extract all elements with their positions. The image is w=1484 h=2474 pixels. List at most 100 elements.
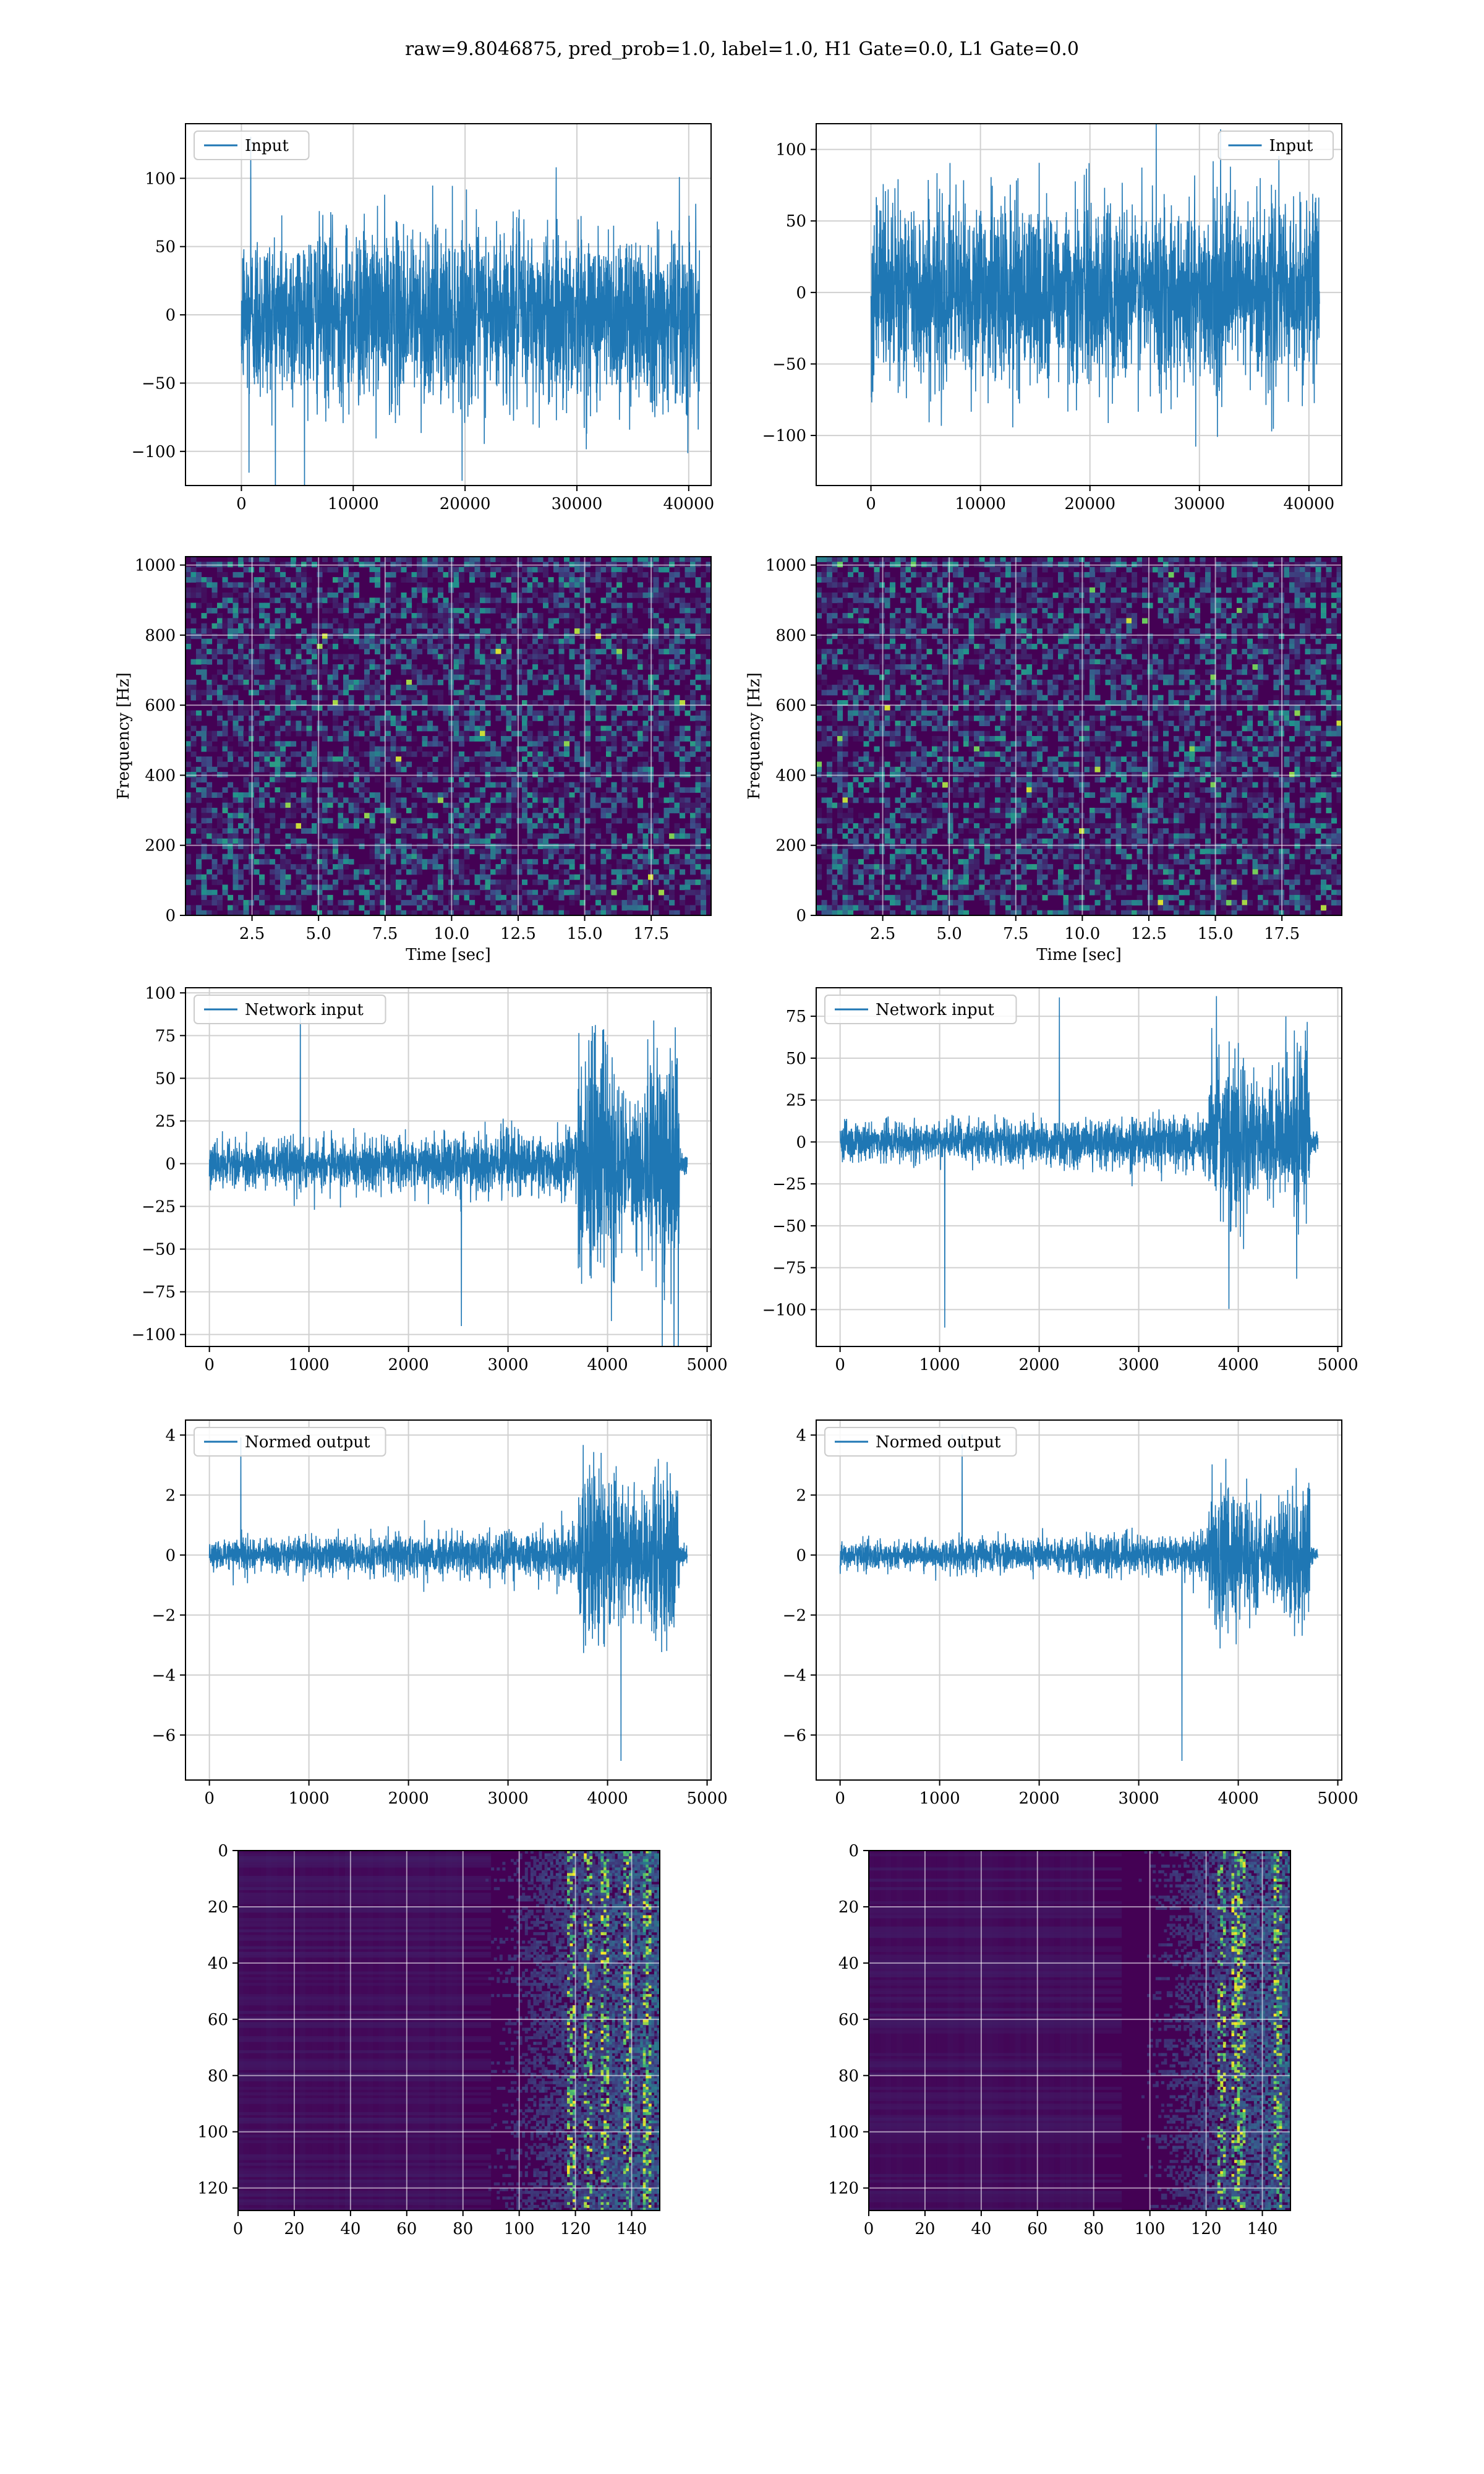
y-tick-label: −75 (772, 1259, 806, 1278)
y-tick-label: −25 (142, 1198, 176, 1217)
x-tick-label: 100 (1135, 2220, 1166, 2238)
x-tick-label: 20000 (440, 495, 491, 513)
y-tick-label: 4 (796, 1426, 806, 1445)
x-tick-label: 0 (866, 495, 876, 513)
y-tick-label: 50 (786, 1050, 806, 1068)
x-tick-label: 80 (453, 2220, 473, 2238)
x-tick-label: 2000 (1019, 1356, 1060, 1374)
x-tick-label: 0 (835, 1789, 845, 1808)
x-tick-label: 10000 (328, 495, 379, 513)
legend-label: Network input (245, 1001, 364, 1019)
legend-label: Normed output (876, 1433, 1001, 1452)
grid-lines (868, 1850, 1290, 2211)
y-tick-label: −25 (772, 1175, 806, 1194)
y-tick-label: 400 (775, 766, 806, 785)
series-line (241, 137, 700, 486)
y-tick-label: 20 (208, 1898, 228, 1917)
axes-frame (185, 123, 712, 486)
y-tick-label: −100 (132, 1326, 176, 1345)
y-tick-label: 800 (145, 627, 176, 645)
heatmap-cells (816, 557, 1342, 916)
x-tick-label: 5000 (1317, 1789, 1358, 1808)
y-tick-label: 100 (775, 141, 806, 160)
y-tick-label: −2 (152, 1606, 176, 1625)
y-tick-label: 1000 (765, 557, 806, 575)
y-tick-label: 2 (165, 1486, 176, 1505)
axes-frame (816, 1419, 1342, 1781)
x-tick-label: 0 (204, 1789, 215, 1808)
x-tick-label: 17.5 (633, 925, 669, 943)
y-tick-label: 0 (796, 907, 806, 925)
x-tick-label: 2000 (388, 1789, 429, 1808)
x-tick-label: 20000 (1064, 495, 1115, 513)
legend-box (824, 1427, 1017, 1457)
series-line (870, 124, 1320, 447)
legend: Input (1217, 131, 1334, 160)
x-tick-label: 20 (915, 2220, 935, 2238)
x-tick-label: 10.0 (433, 925, 469, 943)
y-tick-label: −4 (152, 1666, 176, 1685)
x-tick-label: 5.0 (306, 925, 331, 943)
y-tick-label: 0 (165, 1546, 176, 1565)
y-tick-label: 1000 (135, 557, 176, 575)
series-line (839, 996, 1319, 1328)
y-tick-label: 75 (786, 1008, 806, 1026)
x-tick-label: 4000 (587, 1356, 628, 1374)
y-tick-label: 600 (775, 696, 806, 715)
x-tick-label: 2.5 (870, 925, 895, 943)
y-tick-label: 0 (848, 1842, 859, 1860)
y-tick-label: 100 (828, 2123, 859, 2142)
legend: Normed output (194, 1427, 386, 1457)
legend-label: Input (245, 137, 289, 155)
y-tick-label: 25 (155, 1112, 176, 1131)
y-tick-label: −100 (762, 1301, 806, 1319)
y-tick-label: −50 (142, 374, 176, 393)
legend-box (1217, 131, 1334, 160)
panel-input-l1: 0 10000 20000 30000 40000 −100 −50 0 50 100 Input (762, 123, 1342, 513)
y-tick-label: 0 (796, 284, 806, 302)
y-tick-label: 50 (155, 1069, 176, 1088)
y-tick-label: 40 (838, 1954, 859, 1973)
y-tick-label: −100 (132, 443, 176, 461)
panel-feature-map-l1: 0 20 40 60 80 100 120 140 0 20 40 60 80 100 120 (828, 1842, 1291, 2238)
x-tick-label: 1000 (919, 1356, 960, 1374)
x-tick-label: 12.5 (500, 925, 536, 943)
series-line (208, 1437, 688, 1761)
heatmap-cells (238, 1851, 660, 2211)
y-axis-label: Frequency [Hz] (114, 672, 133, 800)
y-tick-label: 75 (155, 1027, 176, 1045)
panel-normed-output-l1: 0 1000 2000 3000 4000 5000 −6 −4 −2 0 2 4 Normed out… (783, 1419, 1358, 1808)
legend-label: Input (1269, 137, 1313, 155)
y-tick-label: 200 (145, 837, 176, 855)
y-tick-label: 25 (786, 1092, 806, 1110)
axes-frame (185, 556, 712, 916)
x-tick-label: 0 (864, 2220, 874, 2238)
y-tick-label: 40 (208, 1954, 228, 1973)
legend-label: Normed output (245, 1433, 370, 1452)
x-tick-label: 40 (340, 2220, 360, 2238)
x-tick-label: 100 (504, 2220, 535, 2238)
x-tick-label: 80 (1083, 2220, 1104, 2238)
y-tick-label: 0 (165, 907, 176, 925)
x-tick-label: 3000 (1119, 1789, 1159, 1808)
x-tick-label: 15.0 (567, 925, 603, 943)
y-tick-label: −4 (783, 1666, 806, 1685)
y-tick-label: 800 (775, 627, 806, 645)
y-tick-label: 120 (828, 2180, 859, 2198)
y-tick-label: 200 (775, 837, 806, 855)
panel-network-input-l1: 0 1000 2000 3000 4000 5000 −100 −75 −50 −25 0 25 50 7… (762, 987, 1358, 1374)
x-tick-label: 0 (233, 2220, 244, 2238)
x-tick-label: 3000 (1119, 1356, 1159, 1374)
legend-label: Network input (876, 1001, 994, 1019)
x-tick-label: 140 (616, 2220, 647, 2238)
x-tick-label: 1000 (289, 1356, 330, 1374)
panel-feature-map-h1: 0 20 40 60 80 100 120 140 0 20 40 60 80 100 120 (197, 1842, 660, 2238)
y-tick-label: −50 (772, 1217, 806, 1236)
y-axis-label: Frequency [Hz] (745, 672, 764, 800)
x-tick-label: 7.5 (1003, 925, 1028, 943)
x-tick-label: 5000 (1317, 1356, 1358, 1374)
y-tick-label: −50 (772, 355, 806, 374)
x-tick-label: 17.5 (1264, 925, 1300, 943)
x-tick-label: 0 (835, 1356, 845, 1374)
x-tick-label: 60 (396, 2220, 417, 2238)
